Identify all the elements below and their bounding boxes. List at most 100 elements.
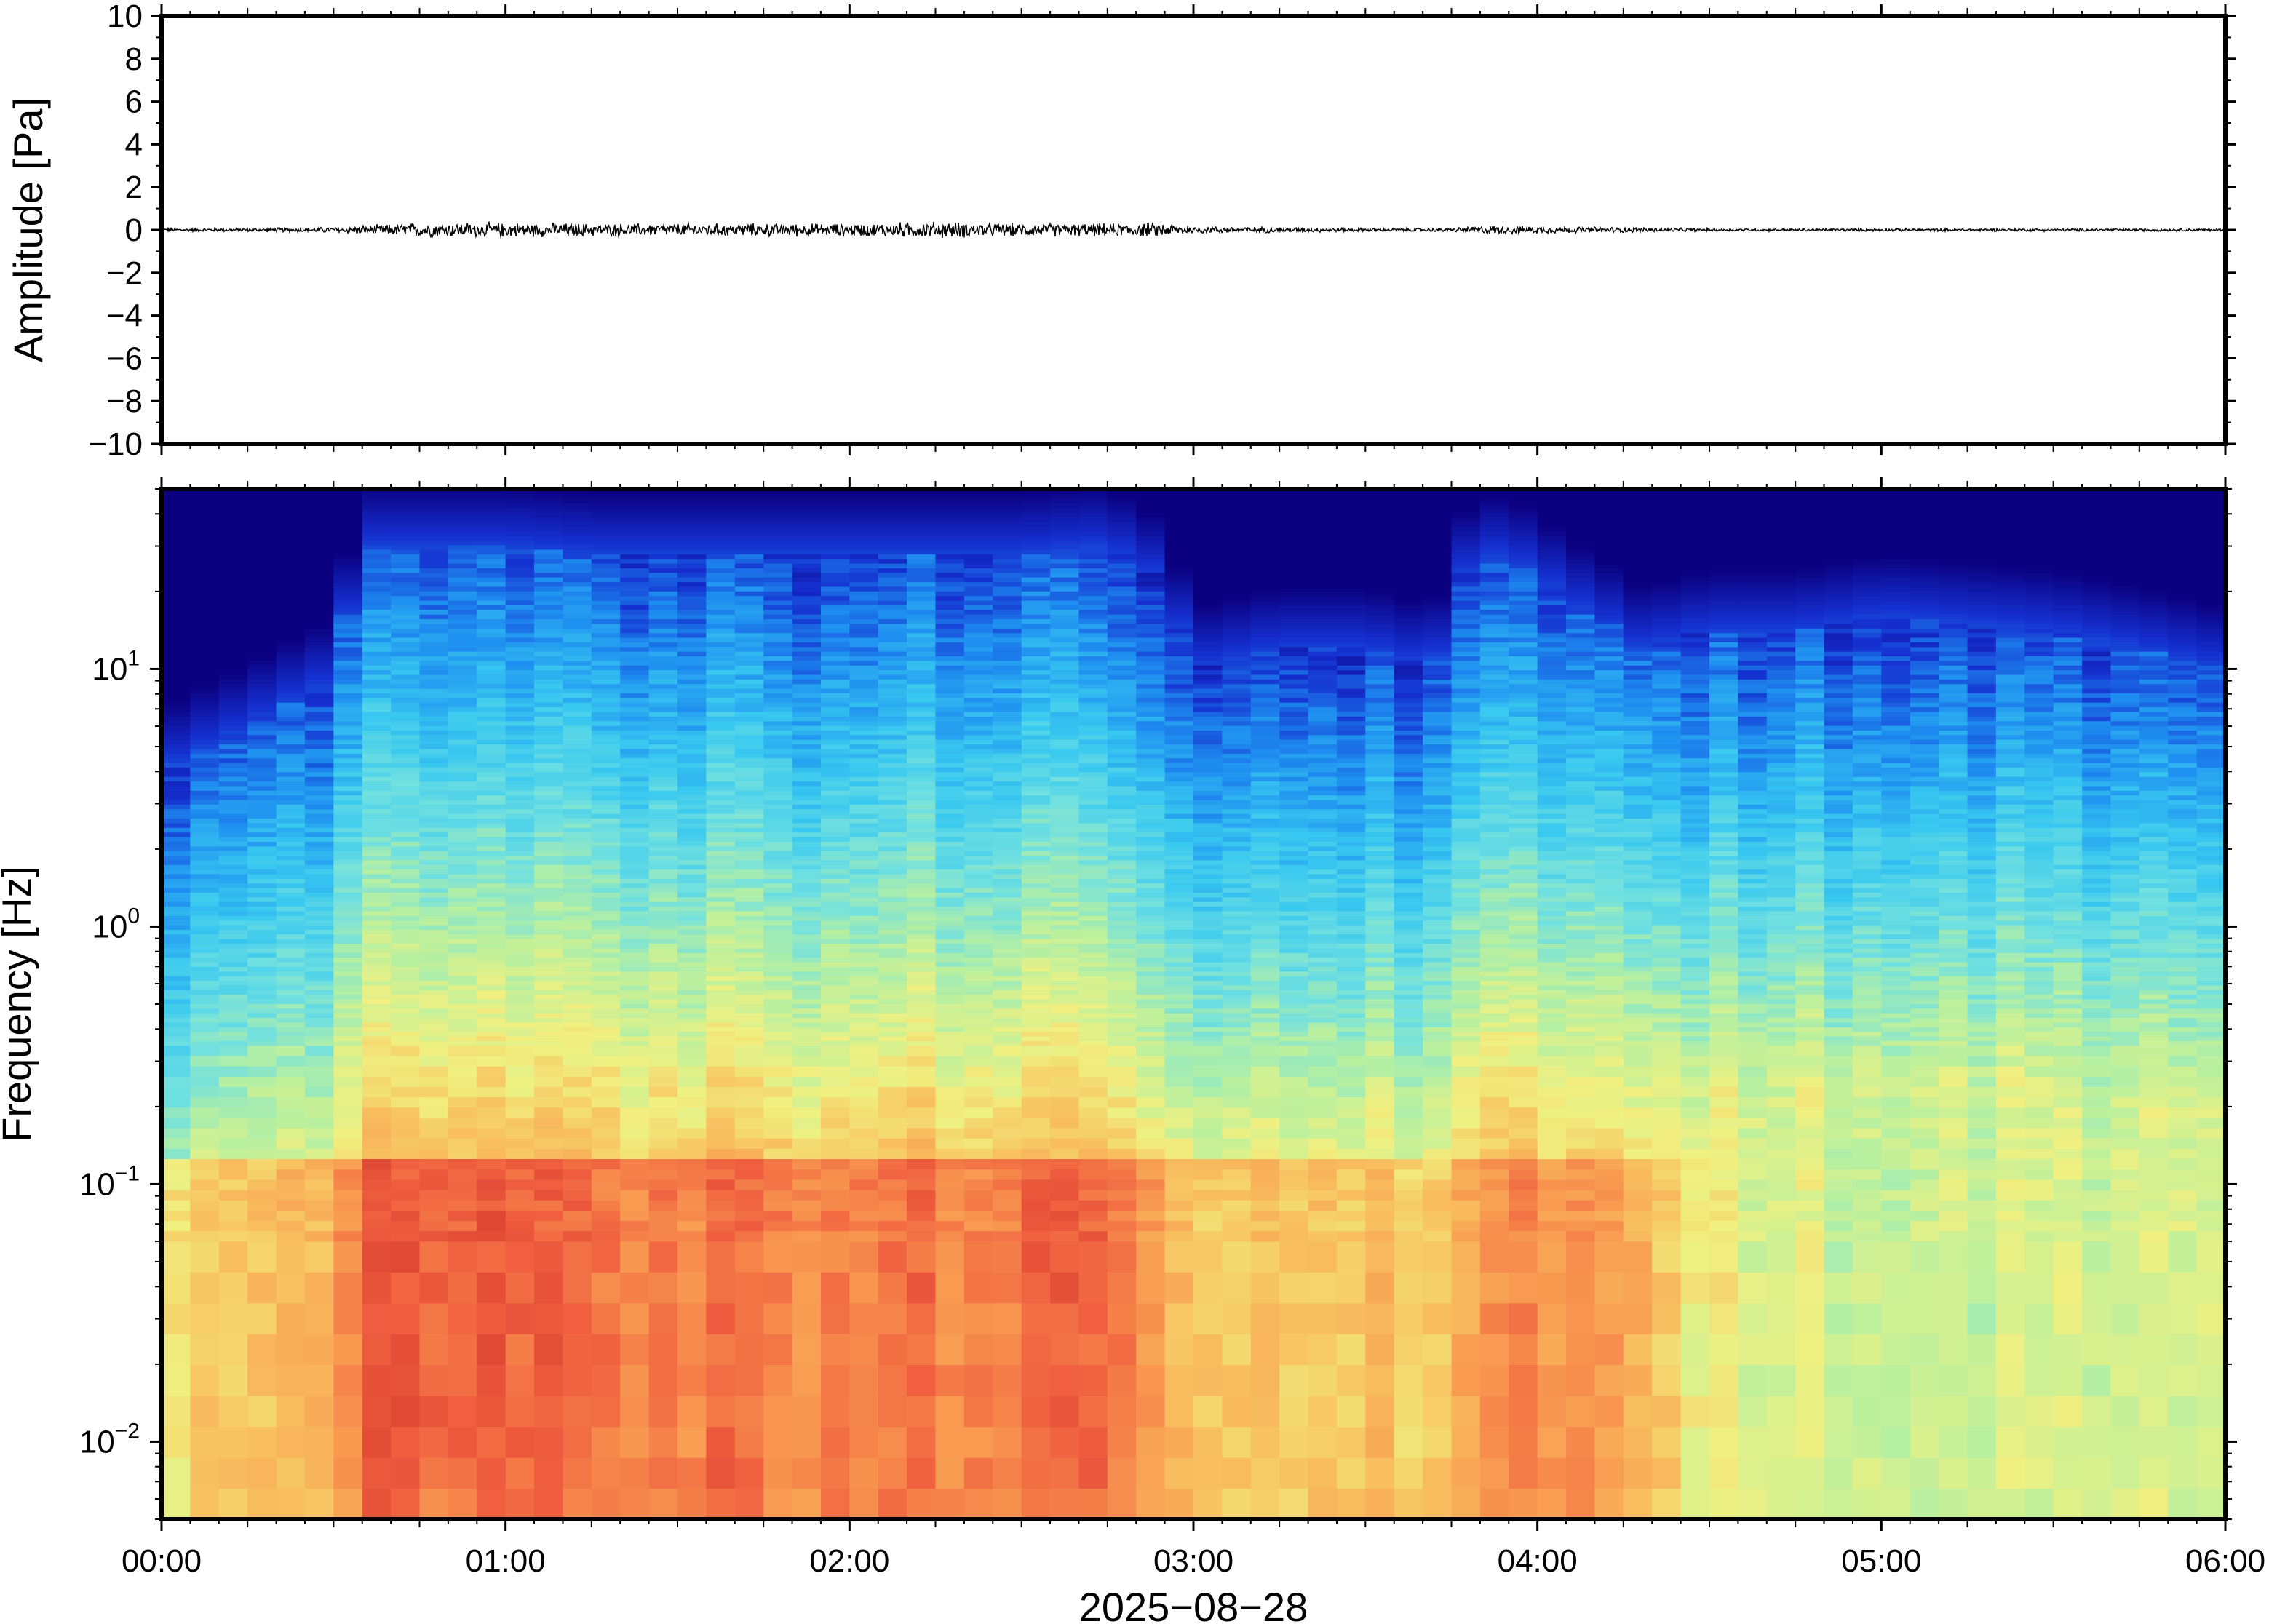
spectrogram-cell xyxy=(620,656,650,661)
spectrogram-cell xyxy=(849,1045,879,1056)
spectrogram-cell xyxy=(419,702,449,708)
spectrogram-cell xyxy=(419,688,449,693)
spectrogram-cell xyxy=(763,623,793,629)
spectrogram-cell xyxy=(419,771,449,777)
spectrogram-cell xyxy=(190,906,220,912)
spectrogram-cell xyxy=(620,1148,650,1159)
spectrogram-cell xyxy=(677,1013,707,1018)
spectrogram-cell xyxy=(391,836,421,842)
spectrogram-cell xyxy=(706,943,736,949)
spectrogram-cell xyxy=(907,883,937,888)
spectrogram-cell xyxy=(935,1158,965,1170)
spectrogram-cell xyxy=(419,832,449,837)
spectrogram-cell xyxy=(620,1045,650,1056)
spectrogram-cell xyxy=(333,702,363,708)
spectrogram-cell xyxy=(1050,554,1080,560)
spectrogram-cell xyxy=(1021,618,1051,624)
spectrogram-cell xyxy=(477,827,506,833)
spectrogram-cell xyxy=(963,748,993,754)
spectrogram-cell xyxy=(849,873,879,879)
spectrogram-cell xyxy=(648,521,678,527)
spectrogram-cell xyxy=(1021,568,1051,573)
spectrogram-cell xyxy=(162,563,191,568)
spectrogram-cell xyxy=(878,683,907,689)
spectrogram-cell xyxy=(677,623,707,629)
spectrogram-cell xyxy=(304,888,334,893)
spectrogram-cell xyxy=(304,818,334,824)
spectrogram-cell xyxy=(1078,1158,1108,1170)
spectrogram-cell xyxy=(706,660,736,666)
spectrogram-cell xyxy=(1021,910,1051,916)
spectrogram-cell xyxy=(448,577,477,583)
spectrogram-cell xyxy=(963,1040,993,1046)
spectrogram-cell xyxy=(218,785,248,791)
spectrogram-cell xyxy=(534,767,564,773)
spectrogram-cell xyxy=(648,822,678,828)
spectrogram-cell xyxy=(419,1179,449,1190)
waveform-y-tick-label: 4 xyxy=(125,127,143,162)
spectrogram-cell xyxy=(534,651,564,656)
spectrogram-cell xyxy=(419,665,449,671)
spectrogram-cell xyxy=(247,632,277,638)
spectrogram-cell xyxy=(648,1200,678,1211)
spectrogram-cell xyxy=(276,669,306,675)
spectrogram-cell xyxy=(391,1040,421,1046)
spectrogram-cell xyxy=(734,1117,764,1129)
spectrogram-cell xyxy=(706,929,736,935)
spectrogram-cell xyxy=(247,623,277,629)
spectrogram-cell xyxy=(534,586,564,592)
spectrogram-cell xyxy=(448,1066,477,1077)
spectrogram-cell xyxy=(648,739,678,745)
spectrogram-cell xyxy=(591,1230,621,1242)
spectrogram-cell xyxy=(792,730,822,736)
spectrogram-cell xyxy=(706,595,736,601)
spectrogram-cell xyxy=(907,971,937,976)
spectrogram-cell xyxy=(477,498,506,503)
spectrogram-cell xyxy=(477,1364,506,1396)
spectrogram-cell xyxy=(505,725,535,731)
spectrogram-cell xyxy=(391,864,421,870)
spectrogram-cell xyxy=(505,984,535,990)
spectrogram-cell xyxy=(563,957,592,963)
spectrogram-cell xyxy=(162,530,191,536)
spectrogram-cell xyxy=(563,1086,592,1098)
spectrogram-cell xyxy=(677,1396,707,1428)
spectrogram-cell xyxy=(304,771,334,777)
spectrogram-cell xyxy=(448,762,477,768)
spectrogram-cell xyxy=(304,748,334,754)
spectrogram-cell xyxy=(792,512,822,517)
spectrogram-cell xyxy=(448,961,477,967)
spectrogram-cell xyxy=(362,660,392,666)
spectrogram-cell xyxy=(534,984,564,990)
spectrogram-cell xyxy=(963,1364,993,1396)
spectrogram-cell xyxy=(162,1396,191,1428)
spectrogram-cell xyxy=(362,934,392,939)
spectrogram-cell xyxy=(591,1220,621,1232)
spectrogram-cell xyxy=(849,1055,879,1067)
spectrogram-cell xyxy=(247,1013,277,1018)
spectrogram-cell xyxy=(792,971,822,976)
spectrogram-cell xyxy=(477,586,506,592)
spectrogram-cell xyxy=(734,804,764,810)
spectrogram-cell xyxy=(706,1220,736,1232)
spectrogram-cell xyxy=(304,994,334,1000)
spectrogram-cell xyxy=(935,512,965,517)
spectrogram-cell xyxy=(563,925,592,930)
spectrogram-cell xyxy=(734,554,764,560)
spectrogram-cell xyxy=(763,804,793,810)
spectrogram-cell xyxy=(620,795,650,800)
spectrogram-cell xyxy=(648,929,678,935)
spectrogram-cell xyxy=(190,507,220,513)
spectrogram-cell xyxy=(333,716,363,722)
spectrogram-cell xyxy=(849,878,879,884)
spectrogram-cell xyxy=(534,1117,564,1129)
spectrogram-cell xyxy=(907,1031,937,1037)
spectrogram-cell xyxy=(935,762,965,768)
spectrogram-cell xyxy=(763,957,793,963)
spectrogram-cell xyxy=(362,725,392,731)
spectrogram-cell xyxy=(734,1035,764,1041)
spectrogram-cell xyxy=(362,994,392,1000)
spectrogram-cell xyxy=(162,1457,191,1489)
spectrogram-cell xyxy=(620,660,650,666)
